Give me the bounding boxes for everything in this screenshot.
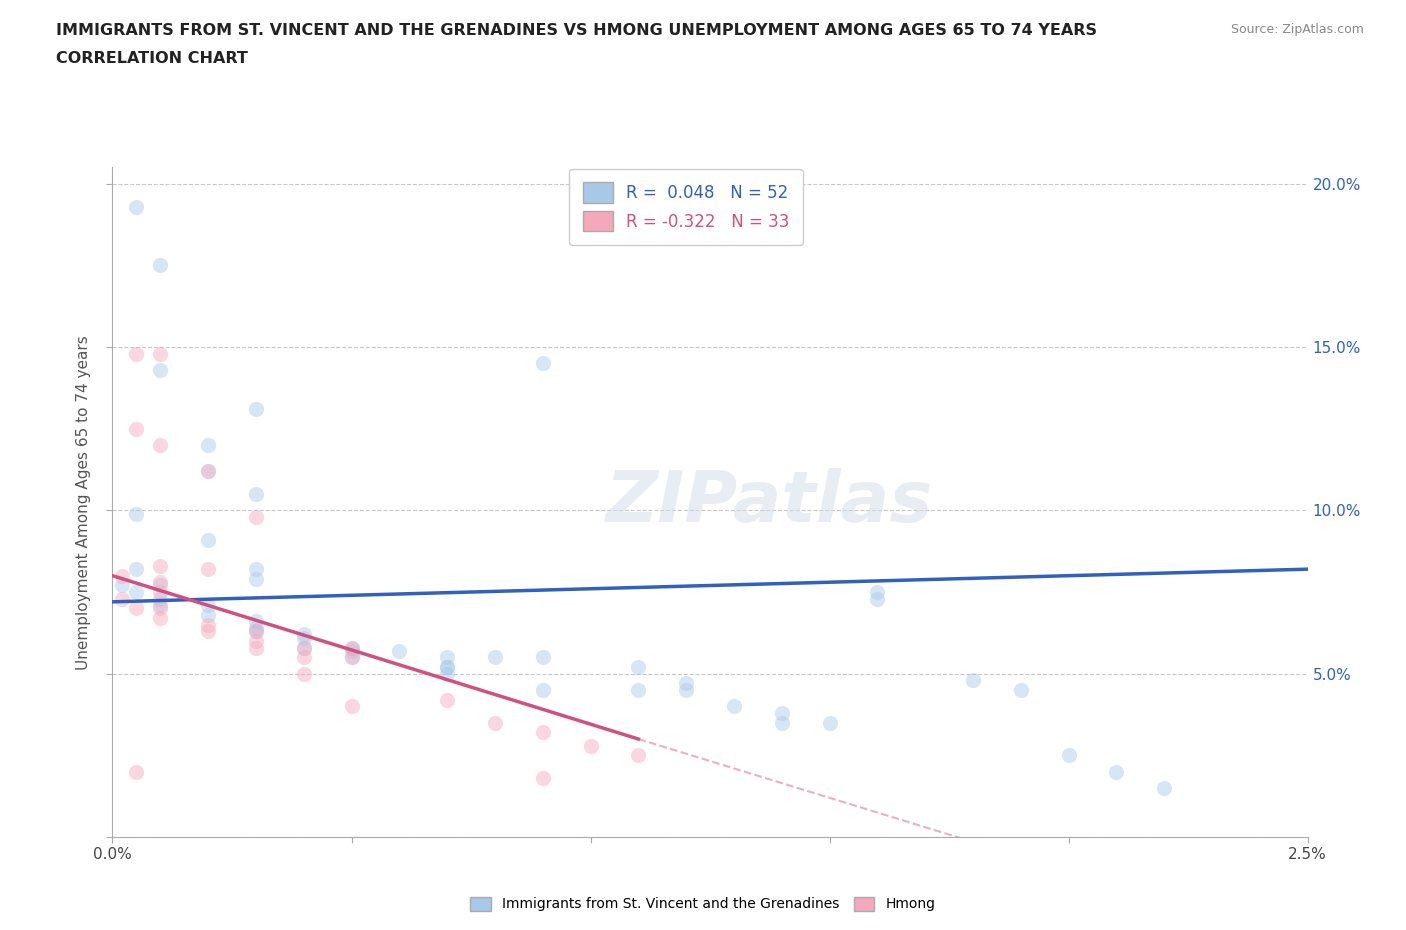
Point bbox=[245, 486, 267, 501]
Point bbox=[675, 676, 697, 691]
Point bbox=[388, 644, 411, 658]
Point bbox=[436, 659, 458, 674]
Point bbox=[340, 640, 363, 655]
Point bbox=[1105, 764, 1128, 779]
Point bbox=[292, 627, 315, 642]
Point bbox=[627, 748, 650, 763]
Point bbox=[818, 715, 841, 730]
Legend: Immigrants from St. Vincent and the Grenadines, Hmong: Immigrants from St. Vincent and the Gren… bbox=[464, 890, 942, 919]
Point bbox=[197, 464, 219, 479]
Point bbox=[579, 738, 602, 753]
Legend: R =  0.048   N = 52, R = -0.322   N = 33: R = 0.048 N = 52, R = -0.322 N = 33 bbox=[569, 169, 803, 245]
Point bbox=[531, 725, 554, 740]
Point bbox=[292, 666, 315, 681]
Point bbox=[125, 421, 148, 436]
Point bbox=[197, 607, 219, 622]
Point bbox=[292, 640, 315, 655]
Point bbox=[245, 620, 267, 635]
Point bbox=[1057, 748, 1080, 763]
Point bbox=[111, 578, 134, 593]
Text: IMMIGRANTS FROM ST. VINCENT AND THE GRENADINES VS HMONG UNEMPLOYMENT AMONG AGES : IMMIGRANTS FROM ST. VINCENT AND THE GREN… bbox=[56, 23, 1097, 38]
Point bbox=[245, 510, 267, 525]
Point bbox=[531, 683, 554, 698]
Point bbox=[197, 624, 219, 639]
Point bbox=[197, 438, 219, 453]
Point bbox=[197, 532, 219, 547]
Point bbox=[245, 640, 267, 655]
Point bbox=[149, 558, 172, 573]
Point bbox=[149, 363, 172, 378]
Point bbox=[197, 464, 219, 479]
Point bbox=[627, 683, 650, 698]
Point bbox=[197, 562, 219, 577]
Point bbox=[866, 585, 889, 600]
Point bbox=[149, 601, 172, 616]
Point bbox=[627, 659, 650, 674]
Point bbox=[531, 650, 554, 665]
Point bbox=[436, 659, 458, 674]
Point bbox=[111, 591, 134, 606]
Point bbox=[340, 644, 363, 658]
Point bbox=[866, 591, 889, 606]
Point bbox=[125, 199, 148, 214]
Y-axis label: Unemployment Among Ages 65 to 74 years: Unemployment Among Ages 65 to 74 years bbox=[76, 335, 91, 670]
Point bbox=[245, 402, 267, 417]
Point bbox=[125, 562, 148, 577]
Point bbox=[340, 640, 363, 655]
Point bbox=[149, 585, 172, 600]
Point bbox=[292, 631, 315, 645]
Point bbox=[125, 506, 148, 521]
Point bbox=[149, 346, 172, 361]
Point bbox=[111, 568, 134, 583]
Point bbox=[962, 672, 984, 687]
Point bbox=[149, 578, 172, 593]
Point bbox=[245, 562, 267, 577]
Point bbox=[292, 650, 315, 665]
Point bbox=[484, 715, 506, 730]
Point bbox=[197, 598, 219, 613]
Point bbox=[245, 624, 267, 639]
Point bbox=[340, 650, 363, 665]
Point bbox=[125, 585, 148, 600]
Point bbox=[770, 706, 793, 721]
Point bbox=[436, 692, 458, 707]
Point bbox=[1153, 780, 1175, 795]
Point bbox=[245, 633, 267, 648]
Point bbox=[675, 683, 697, 698]
Point bbox=[149, 258, 172, 272]
Point bbox=[340, 650, 363, 665]
Point bbox=[292, 640, 315, 655]
Point bbox=[531, 771, 554, 786]
Text: CORRELATION CHART: CORRELATION CHART bbox=[56, 51, 247, 66]
Point bbox=[531, 356, 554, 371]
Point bbox=[149, 575, 172, 590]
Point bbox=[197, 618, 219, 632]
Point bbox=[125, 764, 148, 779]
Point bbox=[149, 598, 172, 613]
Text: ZIPatlas: ZIPatlas bbox=[606, 468, 934, 537]
Point bbox=[245, 624, 267, 639]
Point bbox=[484, 650, 506, 665]
Point bbox=[340, 699, 363, 714]
Point bbox=[245, 614, 267, 629]
Point bbox=[149, 591, 172, 606]
Point bbox=[1010, 683, 1032, 698]
Text: Source: ZipAtlas.com: Source: ZipAtlas.com bbox=[1230, 23, 1364, 36]
Point bbox=[723, 699, 745, 714]
Point bbox=[245, 572, 267, 587]
Point bbox=[149, 611, 172, 626]
Point bbox=[436, 650, 458, 665]
Point bbox=[125, 601, 148, 616]
Point bbox=[436, 666, 458, 681]
Point bbox=[125, 346, 148, 361]
Point bbox=[770, 715, 793, 730]
Point bbox=[149, 438, 172, 453]
